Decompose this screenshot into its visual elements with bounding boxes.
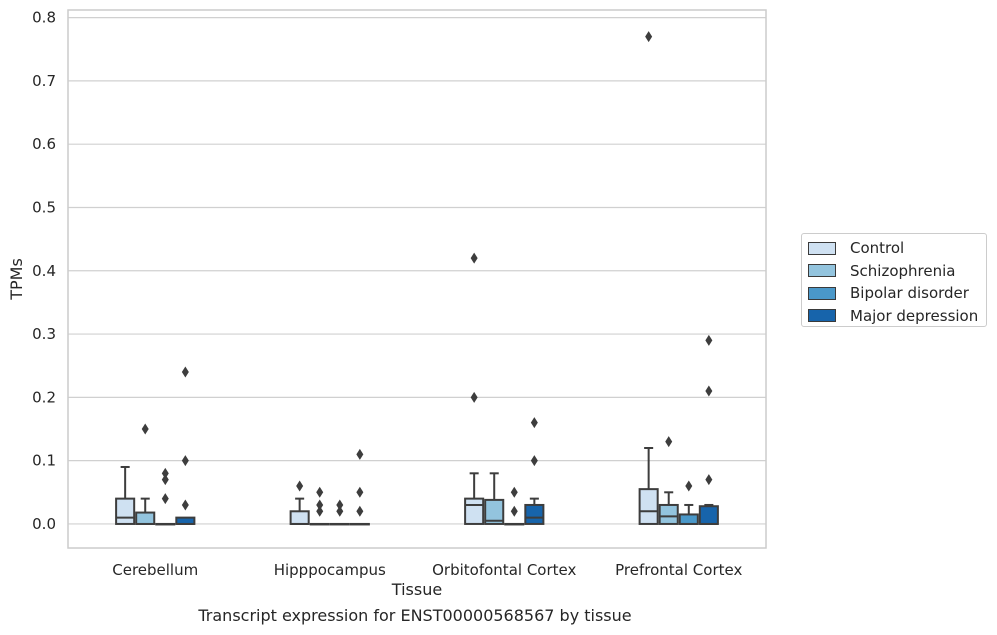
outlier-point	[530, 455, 538, 467]
y-tick-label: 0.6	[32, 135, 56, 153]
legend-item-schizophrenia: Schizophrenia	[808, 260, 986, 283]
x-tick-label: Cerebellum	[112, 561, 198, 579]
y-axis-label: TPMs	[7, 258, 26, 301]
y-tick-label: 0.7	[32, 72, 56, 90]
legend-swatch-bipolar-disorder	[808, 286, 836, 300]
outlier-point	[510, 505, 518, 517]
y-tick-label: 0.5	[32, 198, 56, 216]
outlier-point	[296, 480, 304, 492]
box-bipolar-disorder	[155, 467, 176, 526]
outlier-point	[316, 505, 324, 517]
plot-frame	[67, 9, 767, 549]
outlier-point	[665, 436, 673, 448]
y-tick-labels: 0.0 0.1 0.2 0.3 0.4 0.5 0.6 0.7 0.8	[32, 9, 56, 533]
box-schizophrenia	[309, 486, 330, 526]
box-control	[289, 480, 310, 525]
box-body	[484, 498, 505, 525]
box-control	[638, 31, 659, 525]
box-body	[289, 510, 310, 525]
outlier-point	[705, 474, 713, 486]
y-tick-label: 0.2	[32, 388, 56, 406]
box-body	[678, 513, 699, 525]
box-bipolar-disorder	[329, 499, 350, 526]
box-body	[464, 497, 485, 525]
y-tick-label: 0.0	[32, 515, 56, 533]
legend-swatch-control	[808, 241, 836, 255]
outlier-point	[181, 499, 189, 511]
outlier-point	[181, 455, 189, 467]
box-major-depression	[524, 417, 545, 525]
legend-item-bipolar-disorder: Bipolar disorder	[808, 282, 986, 305]
legend-label: Bipolar disorder	[850, 284, 969, 303]
outlier-point	[316, 499, 324, 511]
box-major-depression	[175, 366, 196, 525]
box-body	[524, 503, 545, 525]
outlier-point	[645, 31, 653, 43]
legend-swatch-major-depression	[808, 309, 836, 323]
outlier-point	[470, 252, 478, 264]
outlier-point	[336, 505, 344, 517]
outlier-point	[141, 423, 149, 435]
x-tick-label: Orbitofontal Cortex	[432, 561, 576, 579]
outlier-point	[356, 448, 364, 460]
outlier-point	[336, 499, 344, 511]
box-major-depression	[349, 448, 370, 526]
legend-item-major-depression: Major depression	[808, 305, 986, 328]
y-tick-label: 0.8	[32, 9, 56, 27]
legend-label: Major depression	[850, 306, 979, 325]
x-tick-label: Hipppocampus	[274, 561, 386, 579]
box-bipolar-disorder	[504, 486, 525, 526]
outlier-point	[161, 467, 169, 479]
outlier-point	[316, 486, 324, 498]
x-tick-labels: Cerebellum Hipppocampus Orbitofontal Corte…	[112, 561, 742, 579]
box-body	[115, 497, 136, 525]
x-axis-label: Tissue	[391, 580, 442, 599]
outlier-point	[161, 493, 169, 505]
legend-label: Schizophrenia	[850, 261, 956, 280]
outlier-point	[161, 474, 169, 486]
box-schizophrenia	[484, 472, 505, 525]
box-major-depression	[698, 334, 719, 525]
y-tick-label: 0.1	[32, 452, 56, 470]
y-tick-label: 0.3	[32, 325, 56, 343]
legend-label: Control	[850, 239, 905, 258]
chart-marks	[115, 31, 719, 526]
outlier-point	[705, 385, 713, 397]
outlier-point	[470, 391, 478, 403]
outlier-point	[181, 366, 189, 378]
outlier-point	[356, 505, 364, 517]
y-tick-label: 0.4	[32, 262, 56, 280]
legend: Control Schizophrenia Bipolar disorder M…	[801, 233, 987, 327]
box-body	[698, 505, 719, 525]
box-schizophrenia	[135, 423, 156, 525]
box-control	[115, 465, 136, 525]
outlier-point	[530, 417, 538, 429]
outlier-point	[510, 486, 518, 498]
x-tick-label: Prefrontal Cortex	[615, 561, 742, 579]
outlier-point	[685, 480, 693, 492]
box-bipolar-disorder	[678, 480, 699, 525]
box-body	[135, 511, 156, 525]
box-schizophrenia	[658, 436, 679, 525]
outlier-point	[356, 486, 364, 498]
box-body	[638, 488, 659, 525]
plot-background	[68, 10, 766, 548]
outlier-point	[705, 334, 713, 346]
legend-swatch-schizophrenia	[808, 264, 836, 278]
chart-caption: Transcript expression for ENST0000056856…	[198, 606, 632, 625]
box-control	[464, 252, 485, 525]
legend-item-control: Control	[808, 237, 986, 260]
box-body	[658, 503, 679, 525]
